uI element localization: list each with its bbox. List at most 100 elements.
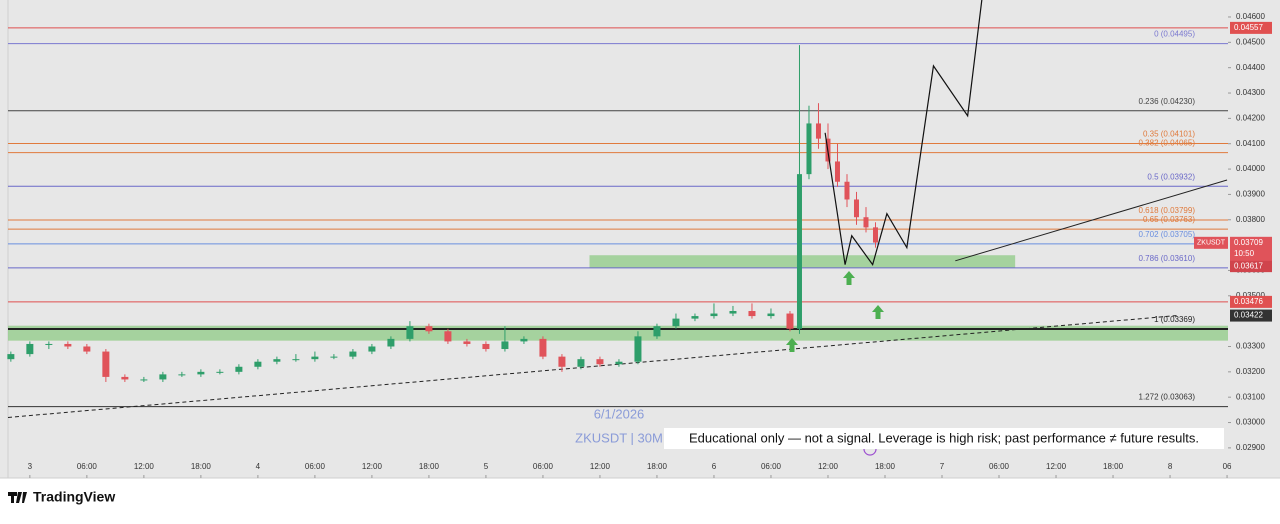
x-tick-label: 12:00 [818, 462, 839, 471]
disclaimer-box [664, 428, 1224, 449]
x-tick-label: 06:00 [305, 462, 326, 471]
x-tick-label: 12:00 [362, 462, 383, 471]
last-price-label: 0.03709 [1234, 238, 1263, 247]
candle-body [539, 338, 547, 357]
candle-body [159, 374, 167, 380]
projection-path [824, 0, 983, 266]
fib-label: 0.236 (0.04230) [1139, 97, 1196, 106]
y-tick-label: 0.03200 [1236, 367, 1265, 376]
candle-body [368, 346, 376, 352]
candle-body [672, 318, 680, 327]
price-tag-label: 0.03422 [1234, 311, 1263, 320]
price-tag-label: 0.04557 [1234, 23, 1263, 32]
zone [589, 255, 1016, 268]
price-tag [1230, 21, 1272, 34]
candle-body [729, 311, 737, 314]
candle-body [387, 338, 395, 347]
logo-mark [8, 492, 27, 503]
candle-body [273, 359, 281, 362]
candle-body [292, 359, 300, 361]
candle-body [83, 346, 91, 352]
zone [8, 325, 1228, 341]
x-tick-label: 18:00 [647, 462, 668, 471]
candle-body [577, 359, 585, 367]
trendline [955, 179, 1228, 262]
y-tick-label: 0.03000 [1236, 418, 1265, 427]
candle-body [796, 174, 802, 329]
chart-background [0, 0, 1280, 478]
candle-body [558, 356, 566, 367]
price-tag [1230, 260, 1272, 273]
y-tick-label: 0.04400 [1236, 63, 1265, 72]
watermark-date: 6/1/2026 [594, 406, 645, 421]
candle-body [863, 217, 869, 228]
x-tick-label: 12:00 [1046, 462, 1067, 471]
x-tick-label: 8 [1168, 462, 1173, 471]
fib-label: 0.5 (0.03932) [1147, 172, 1195, 181]
x-tick-label: 06:00 [77, 462, 98, 471]
x-tick-label: 12:00 [134, 462, 155, 471]
candle-body [197, 371, 205, 375]
candle-body [815, 123, 821, 139]
y-tick-label: 0.02900 [1236, 443, 1265, 452]
y-tick-label: 0.04500 [1236, 37, 1265, 46]
arrow [843, 271, 855, 285]
y-tick-label: 0.04000 [1236, 164, 1265, 173]
candle-body [463, 341, 471, 344]
y-tick-label: 0.03300 [1236, 342, 1265, 351]
x-tick-label: 18:00 [419, 462, 440, 471]
fib-label: 0.618 (0.03799) [1139, 206, 1196, 215]
candle-body [178, 374, 186, 376]
y-tick-label: 0.03100 [1236, 392, 1265, 401]
signal-arrows [786, 271, 884, 352]
candle-body [254, 361, 262, 367]
x-tick-label: 12:00 [590, 462, 611, 471]
candle-body [444, 331, 452, 342]
candle-body [634, 336, 642, 362]
candle-body [311, 356, 319, 360]
candle-body [748, 311, 756, 317]
y-tick-label: 0.03500 [1236, 291, 1265, 300]
price-tag [1230, 309, 1272, 322]
y-tick-label: 0.03800 [1236, 215, 1265, 224]
candle-body [844, 181, 850, 200]
x-tick-label: 18:00 [1103, 462, 1124, 471]
y-tick-label: 0.04300 [1236, 88, 1265, 97]
candle-body [767, 313, 775, 317]
candle-body [216, 371, 224, 373]
candle-body [501, 341, 509, 350]
candle-body [853, 199, 859, 218]
candle-body [102, 351, 110, 377]
candle-body [482, 343, 490, 350]
candle-body [330, 356, 338, 358]
x-tick-label: 3 [28, 462, 33, 471]
candle-body [806, 123, 812, 175]
candle-body [121, 376, 129, 380]
price-tag-label: 0.03617 [1234, 261, 1263, 270]
countdown: 10:50 [1234, 249, 1255, 258]
fib-label: 0 (0.04495) [1154, 30, 1195, 39]
fib-label: 0.382 (0.04065) [1139, 139, 1196, 148]
x-tick-label: 18:00 [191, 462, 212, 471]
x-tick-label: 7 [940, 462, 945, 471]
y-tick-label: 0.04100 [1236, 139, 1265, 148]
watermark-symbol: ZKUSDT | 30M [575, 430, 663, 445]
brand-name: TradingView [33, 489, 115, 505]
x-tick-label: 06:00 [533, 462, 554, 471]
y-tick-label: 0.04200 [1236, 113, 1265, 122]
fib-label: 1 (0.03369) [1154, 315, 1195, 324]
fib-label: 0.65 (0.03763) [1143, 215, 1195, 224]
candle-body [596, 359, 604, 365]
candle-body [520, 338, 528, 342]
candle-body [7, 354, 15, 360]
last-price-symbol-box [1194, 236, 1228, 249]
disclaimer: Educational only — not a signal. Leverag… [689, 430, 1199, 445]
candle-body [235, 366, 243, 372]
x-tick-label: 6 [712, 462, 717, 471]
candle-body [872, 227, 878, 243]
candle-body [786, 313, 794, 329]
candle-body [64, 343, 72, 347]
candle-body [349, 351, 357, 357]
